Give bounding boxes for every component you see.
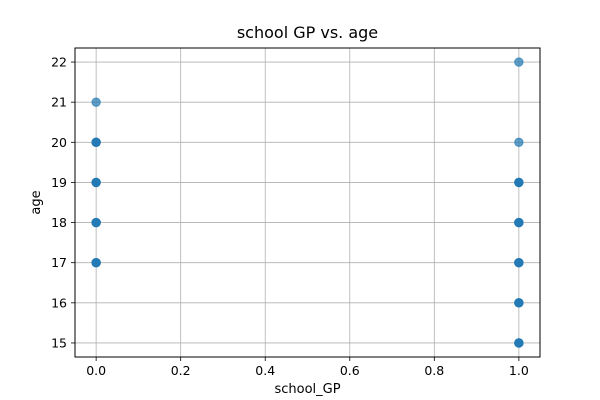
data-point: [514, 57, 524, 67]
data-point: [514, 298, 524, 308]
data-point: [514, 257, 524, 268]
data-point: [514, 217, 524, 228]
x-tick-label: 0.4: [255, 363, 275, 378]
data-point: [91, 257, 101, 268]
y-tick-label: 19: [51, 175, 67, 190]
y-tick-label: 16: [51, 295, 67, 310]
y-tick-label: 15: [51, 335, 67, 350]
data-point: [514, 137, 524, 148]
data-point: [91, 137, 101, 148]
chart-title: school GP vs. age: [237, 23, 378, 42]
data-point: [91, 177, 101, 188]
plot-frame: [74, 47, 541, 358]
data-point: [514, 338, 524, 348]
x-tick-label: 1.0: [509, 363, 529, 378]
y-tick-label: 17: [51, 255, 67, 270]
ticks-layer: 0.0 0.2 0.4 0.6 0.8 1.0 15 16 17 18 19 20 21 22: [51, 55, 529, 378]
data-point: [91, 97, 101, 107]
x-tick-label: 0.0: [86, 363, 106, 378]
y-tick-label: 21: [51, 95, 67, 110]
data-point: [91, 217, 101, 228]
y-axis-label: age: [29, 190, 44, 214]
y-tick-label: 22: [51, 55, 67, 70]
x-tick-label: 0.8: [424, 363, 444, 378]
y-tick-label: 18: [51, 215, 67, 230]
x-tick-label: 0.6: [340, 363, 360, 378]
x-tick-label: 0.2: [171, 363, 191, 378]
grid-layer: [75, 48, 540, 357]
x-axis-label: school_GP: [274, 382, 340, 397]
y-tick-label: 20: [51, 135, 67, 150]
data-point: [514, 177, 524, 188]
points-layer: [91, 57, 524, 348]
